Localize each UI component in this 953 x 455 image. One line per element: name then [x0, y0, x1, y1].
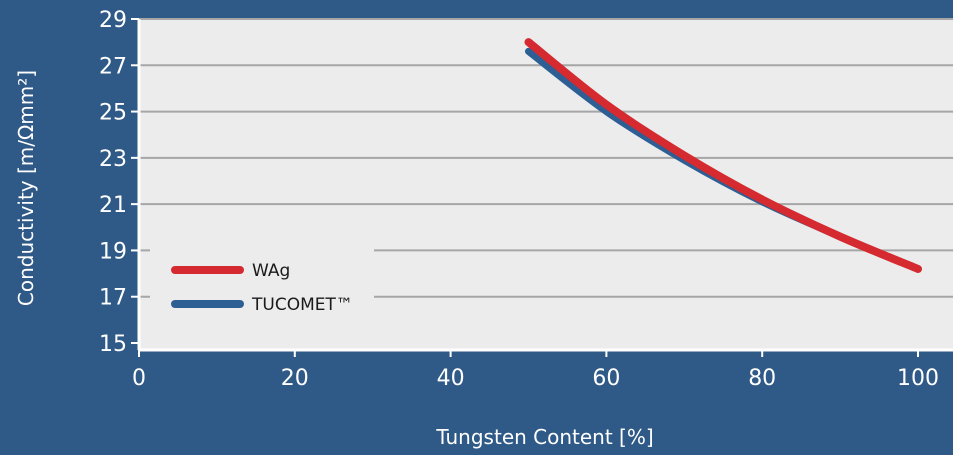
x-tick-label-2: 40: [437, 366, 465, 391]
x-tick-label-3: 60: [592, 366, 620, 391]
legend-label-1: TUCOMET™: [251, 295, 353, 315]
y-tick-label-4: 23: [99, 147, 127, 172]
x-tick-label-4: 80: [748, 366, 776, 391]
y-tick-label-6: 27: [99, 54, 127, 79]
series-line-0: [524, 38, 922, 273]
y-tick-label-0: 15: [99, 332, 127, 357]
y-tick-label-3: 21: [99, 193, 127, 218]
x-tick-label-0: 0: [132, 366, 146, 391]
y-tick-label-7: 29: [99, 8, 127, 33]
y-tick-label-5: 25: [99, 101, 127, 126]
y-tick-label-2: 19: [99, 239, 127, 264]
x-tick-label-1: 20: [281, 366, 309, 391]
tick-labels: 15 17 19 21 23 25 27 29 0 20 40 60 80 100: [99, 8, 939, 391]
x-axis-title: Tungsten Content [%]: [435, 425, 653, 449]
legend-box: [150, 246, 374, 326]
axes: [137, 19, 953, 352]
x-tick-label-5: 100: [897, 366, 939, 391]
y-tick-label-1: 17: [99, 286, 127, 311]
y-axis-title: Conductivity [m/Ωmm²]: [14, 70, 38, 306]
series-lines: [524, 38, 922, 273]
legend-label-0: WAg: [252, 261, 290, 281]
legend: WAg TUCOMET™: [171, 261, 353, 315]
